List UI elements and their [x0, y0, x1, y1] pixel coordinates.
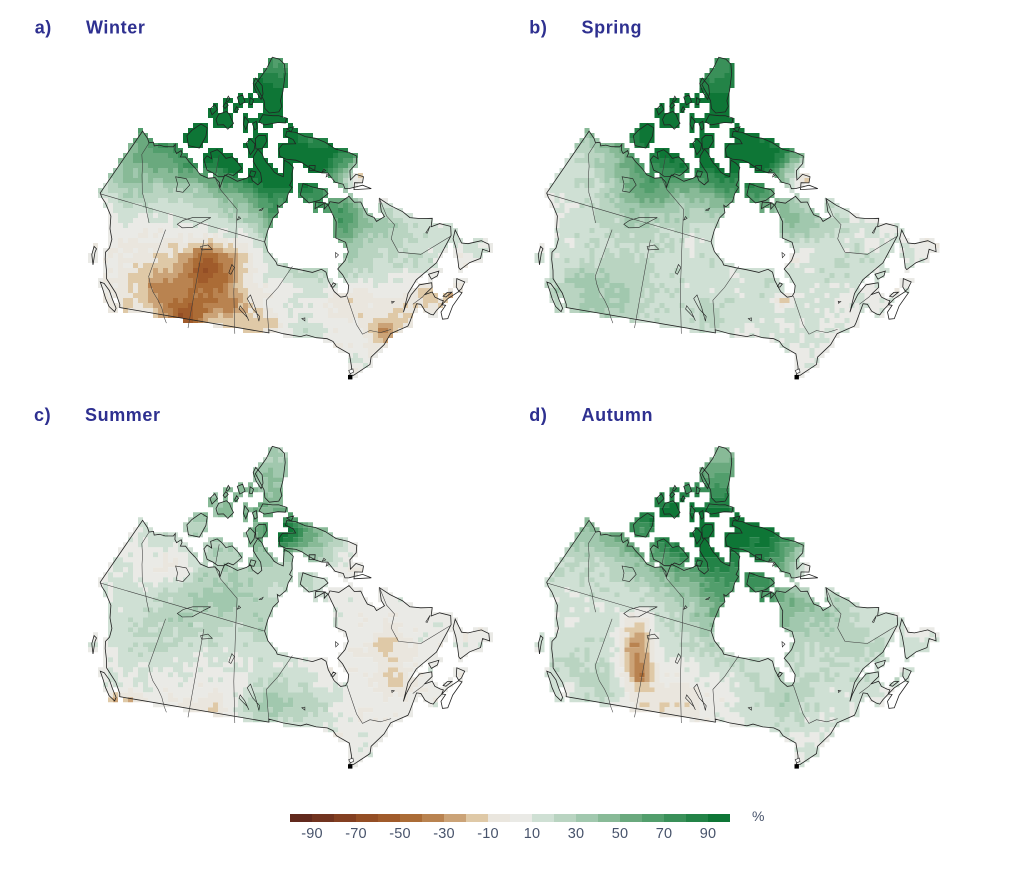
svg-text:-30: -30 [433, 826, 455, 842]
svg-text:-50: -50 [389, 826, 411, 842]
svg-text:%: % [752, 808, 764, 824]
svg-text:50: 50 [612, 826, 629, 842]
svg-text:30: 30 [568, 826, 585, 842]
svg-text:Autumn: Autumn [582, 405, 654, 425]
svg-text:-70: -70 [345, 826, 367, 842]
svg-text:90: 90 [700, 826, 717, 842]
svg-text:c): c) [34, 405, 51, 425]
svg-text:10: 10 [524, 826, 541, 842]
svg-text:a): a) [35, 18, 52, 38]
svg-text:Spring: Spring [582, 18, 643, 38]
svg-text:70: 70 [656, 826, 673, 842]
svg-text:d): d) [529, 405, 547, 425]
svg-text:b): b) [529, 18, 547, 38]
svg-text:-90: -90 [301, 826, 323, 842]
svg-text:Winter: Winter [86, 18, 145, 38]
svg-text:-10: -10 [477, 826, 499, 842]
svg-text:Summer: Summer [85, 405, 161, 425]
